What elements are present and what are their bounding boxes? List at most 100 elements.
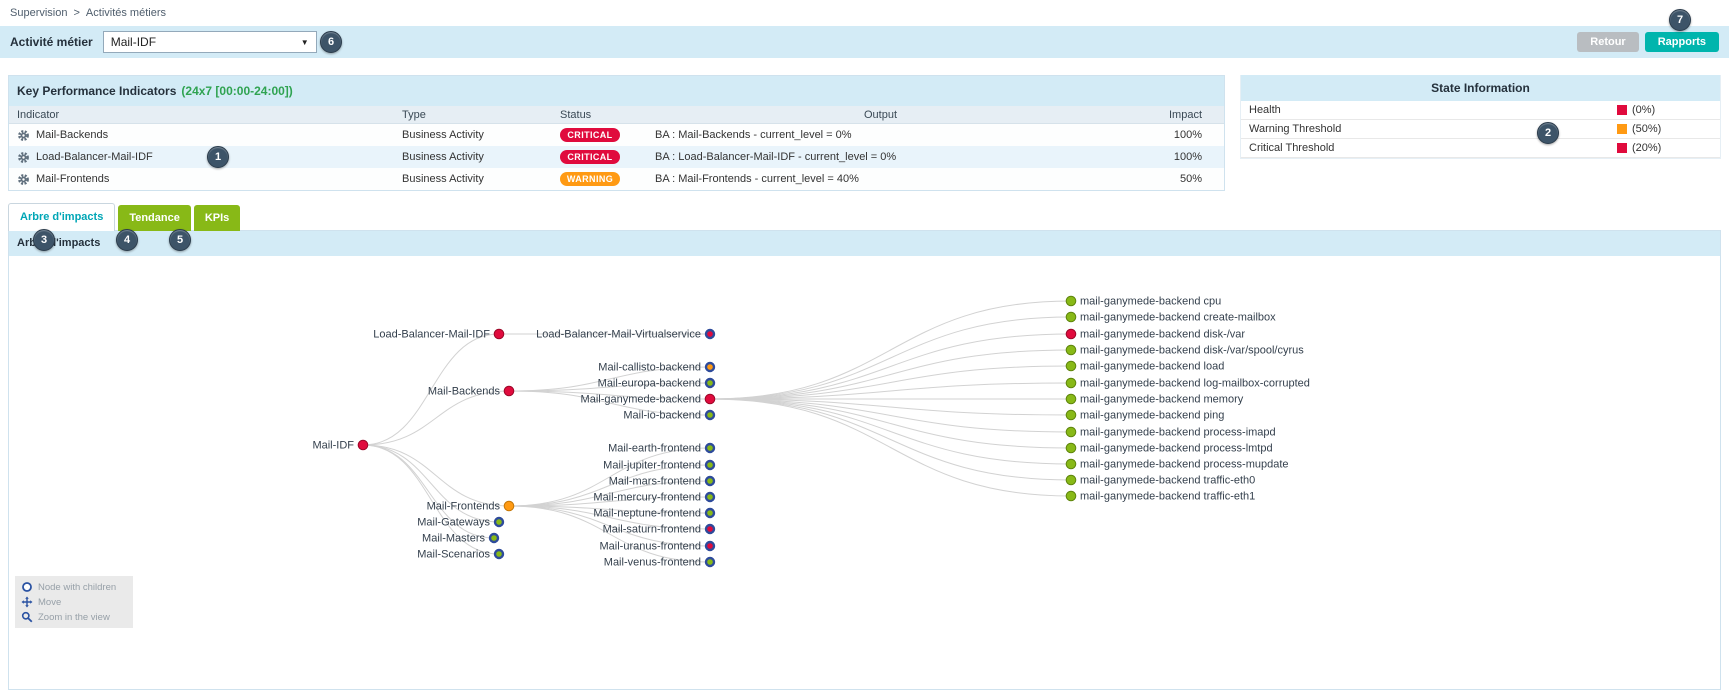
tree-node-label-scenarios: Mail-Scenarios	[417, 549, 490, 561]
tree-node-traffic-eth1[interactable]	[1065, 490, 1077, 502]
rapports-button[interactable]: Rapports	[1644, 32, 1719, 52]
tree-node-venus[interactable]	[704, 556, 716, 568]
kpi-panel: Key Performance Indicators (24x7 [00:00-…	[8, 75, 1225, 191]
tree-edge	[362, 444, 510, 507]
tree-edge	[508, 366, 711, 392]
gear-icon[interactable]	[17, 173, 30, 186]
kpi-panel-header: Key Performance Indicators (24x7 [00:00-…	[9, 76, 1224, 106]
tree-node-virtualservice[interactable]	[704, 328, 716, 340]
tree-node-process-imapd[interactable]	[1065, 426, 1077, 438]
tab-tendance[interactable]: Tendance	[118, 205, 191, 231]
tree-node-mars[interactable]	[704, 475, 716, 487]
gear-icon[interactable]	[17, 129, 30, 142]
tree-edge	[508, 447, 711, 507]
tree-edge	[508, 382, 711, 392]
tree-edge	[508, 390, 711, 416]
tree-edge	[709, 398, 1072, 433]
tree-node-europa[interactable]	[704, 377, 716, 389]
tree-node-disk-var[interactable]	[1065, 328, 1077, 340]
tree-edge	[709, 398, 1072, 416]
tree-node-earth[interactable]	[704, 442, 716, 454]
kpi-table-body: Mail-Backends Business Activity CRITICAL BA…	[9, 124, 1224, 190]
tree-node-masters[interactable]	[488, 532, 500, 544]
col-indicator: Indicator	[17, 108, 60, 121]
toolbar-buttons: Retour Rapports	[1577, 32, 1719, 52]
kpi-output: BA : Mail-Frontends - current_level = 40…	[655, 173, 859, 185]
retour-button[interactable]: Retour	[1577, 32, 1639, 52]
tab-kpis[interactable]: KPIs	[193, 205, 241, 231]
tree-node-memory[interactable]	[1065, 393, 1077, 405]
kpi-impact: 50%	[1179, 173, 1202, 185]
col-output: Output	[863, 108, 898, 121]
tree-node-process-mupdate[interactable]	[1065, 458, 1077, 470]
tree-node-create-mailbox[interactable]	[1065, 311, 1077, 323]
tree-node-label-io: Mail-io-backend	[623, 410, 701, 422]
tree-edge	[362, 333, 500, 446]
kpi-row[interactable]: Load-Balancer-Mail-IDF Business Activity C…	[9, 146, 1224, 168]
tree-node-label-traffic-eth0: mail-ganymede-backend traffic-eth0	[1080, 475, 1255, 487]
kpi-row[interactable]: Mail-Frontends Business Activity WARNING BA…	[9, 168, 1224, 190]
breadcrumb: Supervision > Activités métiers	[0, 0, 1729, 26]
tree-node-cpu[interactable]	[1065, 295, 1077, 307]
kpi-row[interactable]: Mail-Backends Business Activity CRITICAL BA…	[9, 124, 1224, 146]
tree-node-mercury[interactable]	[704, 491, 716, 503]
tree-node-traffic-eth0[interactable]	[1065, 474, 1077, 486]
tree-node-label-callisto: Mail-callisto-backend	[598, 362, 701, 374]
state-information-title: State Information	[1241, 75, 1720, 101]
kpi-table-header: Indicator Type Status Output Impact	[9, 106, 1224, 124]
tree-node-mail-idf[interactable]	[357, 439, 369, 451]
tree-node-disk-var-spool-cyrus[interactable]	[1065, 344, 1077, 356]
tree-node-label-ganymede: Mail-ganymede-backend	[581, 394, 701, 406]
tree-node-label-masters: Mail-Masters	[422, 533, 485, 545]
tree-node-io[interactable]	[704, 409, 716, 421]
tree-node-label-saturn: Mail-saturn-frontend	[603, 524, 701, 536]
gear-icon[interactable]	[17, 151, 30, 164]
kpi-title: Key Performance Indicators	[17, 84, 177, 98]
tree-node-label-venus: Mail-venus-frontend	[604, 557, 701, 569]
tree-node-process-lmtpd[interactable]	[1065, 442, 1077, 454]
tree-edge	[508, 496, 711, 507]
tree-node-ganymede[interactable]	[704, 393, 716, 405]
tree-edge	[709, 333, 1072, 400]
state-value: (50%)	[1632, 123, 1662, 135]
tree-node-log-mailbox-corrupted[interactable]	[1065, 377, 1077, 389]
move-icon	[21, 596, 33, 608]
kpi-type: Business Activity	[402, 129, 484, 141]
tree-edge	[709, 398, 1072, 449]
tree-node-label-gateways: Mail-Gateways	[417, 517, 490, 529]
annotation-badge-1: 1	[207, 146, 229, 168]
tree-node-ping[interactable]	[1065, 409, 1077, 421]
tree-node-label-jupiter: Mail-jupiter-frontend	[603, 460, 701, 472]
tree-edge	[709, 300, 1072, 400]
activity-metier-label: Activité métier	[10, 35, 93, 49]
tree-edge	[709, 398, 1072, 465]
tree-node-load[interactable]	[1065, 360, 1077, 372]
kpi-impact: 100%	[1173, 151, 1202, 163]
tree-node-backends[interactable]	[503, 385, 515, 397]
tree-node-callisto[interactable]	[704, 361, 716, 373]
activity-metier-select[interactable]: Mail-IDF ▼	[102, 31, 317, 53]
breadcrumb-activites-metiers[interactable]: Activités métiers	[85, 7, 166, 19]
breadcrumb-separator: >	[73, 7, 80, 19]
tree-node-jupiter[interactable]	[704, 459, 716, 471]
tree-node-neptune[interactable]	[704, 507, 716, 519]
tree-node-label-log-mailbox-corrupted: mail-ganymede-backend log-mailbox-corrup…	[1080, 378, 1310, 390]
gear-icon	[18, 129, 29, 141]
kpi-timeperiod: (24x7 [00:00-24:00])	[181, 84, 293, 98]
breadcrumb-supervision[interactable]: Supervision	[10, 7, 68, 19]
tree-node-saturn[interactable]	[704, 523, 716, 535]
tree-node-label-process-imapd: mail-ganymede-backend process-imapd	[1080, 427, 1276, 439]
tree-node-scenarios[interactable]	[493, 548, 505, 560]
tab-arbre-d-impacts[interactable]: Arbre d'impacts	[8, 203, 116, 231]
tree-node-label-process-lmtpd: mail-ganymede-backend process-lmtpd	[1080, 443, 1273, 455]
tree-node-uranus[interactable]	[704, 540, 716, 552]
tree-node-label-neptune: Mail-neptune-frontend	[593, 508, 701, 520]
tree-node-lb[interactable]	[493, 328, 505, 340]
tree-node-gateways[interactable]	[493, 516, 505, 528]
tree-node-label-lb: Load-Balancer-Mail-IDF	[373, 329, 490, 341]
tree-node-frontends[interactable]	[503, 500, 515, 512]
kpi-indicator-name: Mail-Frontends	[36, 173, 110, 185]
chevron-down-icon: ▼	[300, 37, 309, 47]
tree-edge	[508, 505, 711, 514]
zoom-icon	[21, 611, 33, 623]
